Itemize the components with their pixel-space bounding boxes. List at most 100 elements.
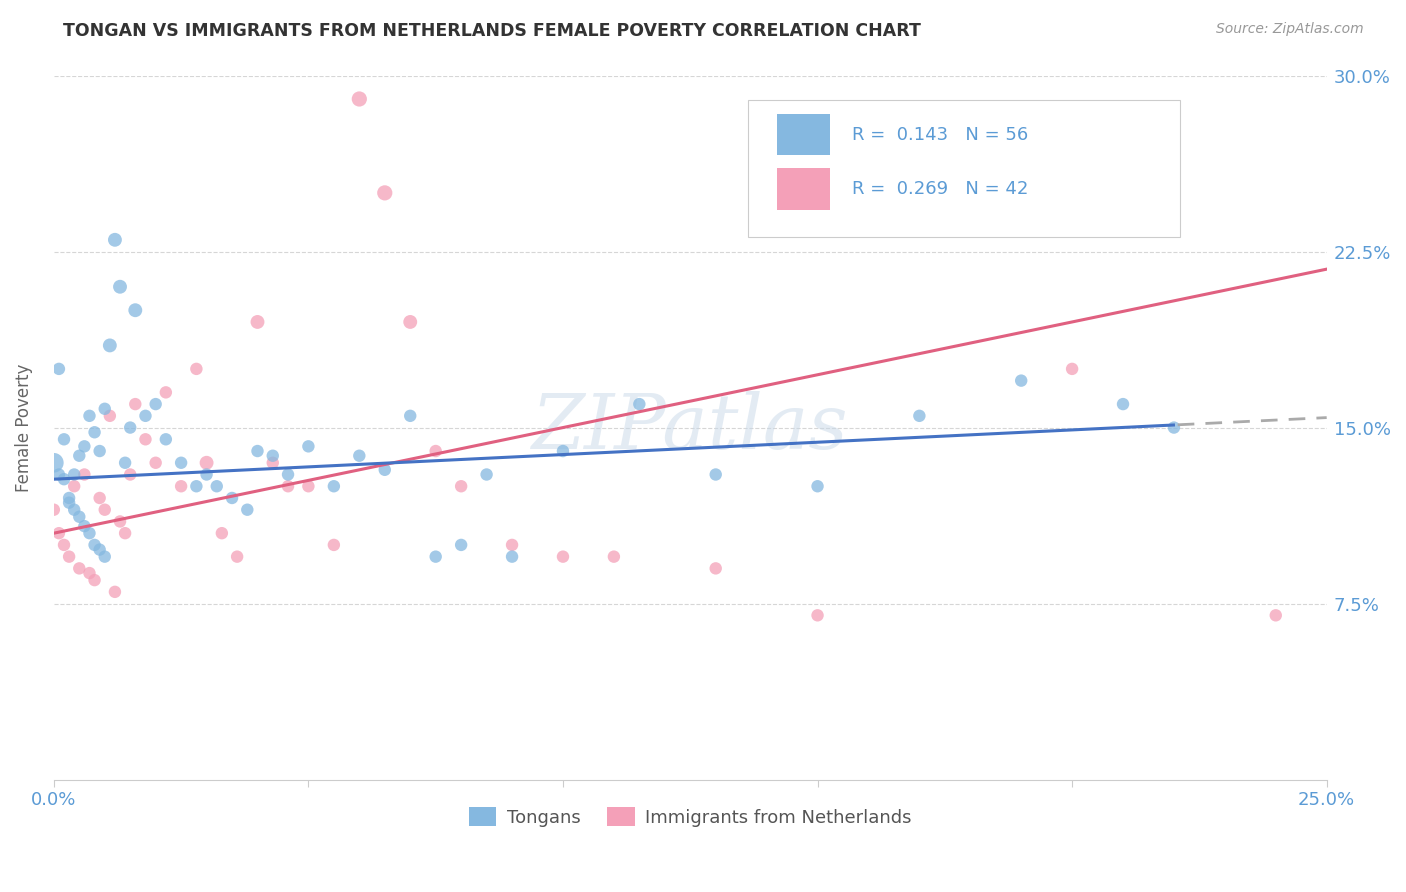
Point (186, 362, 208, 376)
Point (399, 315, 422, 329)
Point (704, 467, 727, 482)
Point (1062, 362, 1084, 376)
Point (425, 444, 447, 458)
Point (79, 526, 101, 541)
FancyBboxPatch shape (776, 114, 831, 155)
Point (1163, 420, 1185, 434)
Point (67, 509, 90, 524)
Y-axis label: Female Poverty: Female Poverty (15, 363, 32, 491)
Point (551, 549, 574, 564)
Text: TONGAN VS IMMIGRANTS FROM NETHERLANDS FEMALE POVERTY CORRELATION CHART: TONGAN VS IMMIGRANTS FROM NETHERLANDS FE… (63, 22, 921, 40)
Point (186, 479, 208, 493)
Point (48, 362, 70, 376)
Text: Source: ZipAtlas.com: Source: ZipAtlas.com (1216, 22, 1364, 37)
Point (104, 233, 127, 247)
Point (262, 456, 284, 470)
Point (42, 456, 65, 470)
Point (349, 449, 371, 463)
Point (145, 456, 167, 470)
Point (221, 491, 243, 505)
Text: R =  0.269   N = 42: R = 0.269 N = 42 (852, 180, 1028, 198)
Point (124, 397, 146, 411)
Point (1010, 374, 1032, 388)
Point (226, 549, 249, 564)
Point (374, 463, 396, 477)
Point (53, 538, 76, 552)
Point (48, 467, 70, 482)
Point (475, 467, 498, 482)
Legend: Tongans, Immigrants from Netherlands: Tongans, Immigrants from Netherlands (461, 800, 920, 834)
Point (108, 515, 131, 529)
Point (551, 444, 574, 458)
Point (277, 467, 299, 482)
Point (195, 456, 218, 470)
Point (120, 420, 142, 434)
Point (58, 496, 80, 510)
Point (262, 449, 284, 463)
Point (155, 385, 177, 400)
Point (145, 397, 167, 411)
Point (806, 608, 828, 623)
Point (205, 479, 228, 493)
Point (603, 549, 626, 564)
Point (155, 432, 177, 446)
Point (374, 186, 396, 200)
Point (94, 549, 117, 564)
Point (246, 444, 269, 458)
Text: ZIPatlas: ZIPatlas (531, 391, 849, 465)
Point (170, 479, 193, 493)
Point (48, 526, 70, 541)
Point (98, 409, 121, 423)
Point (297, 439, 319, 453)
Point (53, 472, 76, 486)
Point (42, 502, 65, 516)
Point (120, 467, 142, 482)
Point (425, 549, 447, 564)
Point (83, 425, 105, 440)
Point (83, 538, 105, 552)
Text: R =  0.143   N = 56: R = 0.143 N = 56 (852, 126, 1028, 144)
Point (104, 585, 127, 599)
Point (114, 526, 136, 541)
Point (450, 479, 472, 493)
Point (53, 432, 76, 446)
Point (399, 409, 422, 423)
Point (297, 479, 319, 493)
Point (211, 526, 233, 541)
Point (94, 401, 117, 416)
Point (63, 479, 86, 493)
Point (67, 561, 90, 575)
Point (79, 566, 101, 580)
Point (73, 439, 96, 453)
Point (58, 491, 80, 505)
Point (704, 561, 727, 575)
Point (67, 449, 90, 463)
Point (134, 432, 156, 446)
Point (349, 92, 371, 106)
Point (63, 467, 86, 482)
Point (98, 338, 121, 352)
Point (114, 456, 136, 470)
Point (89, 444, 111, 458)
Point (628, 397, 651, 411)
Point (450, 538, 472, 552)
Point (170, 456, 193, 470)
FancyBboxPatch shape (748, 100, 1180, 237)
Point (806, 479, 828, 493)
Point (1264, 608, 1286, 623)
Point (58, 549, 80, 564)
Point (195, 467, 218, 482)
Point (908, 409, 931, 423)
Point (73, 467, 96, 482)
Point (83, 573, 105, 587)
Point (63, 502, 86, 516)
Point (501, 549, 523, 564)
Point (236, 502, 259, 516)
Point (79, 409, 101, 423)
FancyBboxPatch shape (776, 168, 831, 210)
Point (501, 538, 523, 552)
Point (322, 479, 344, 493)
Point (322, 538, 344, 552)
Point (124, 303, 146, 318)
Point (277, 479, 299, 493)
